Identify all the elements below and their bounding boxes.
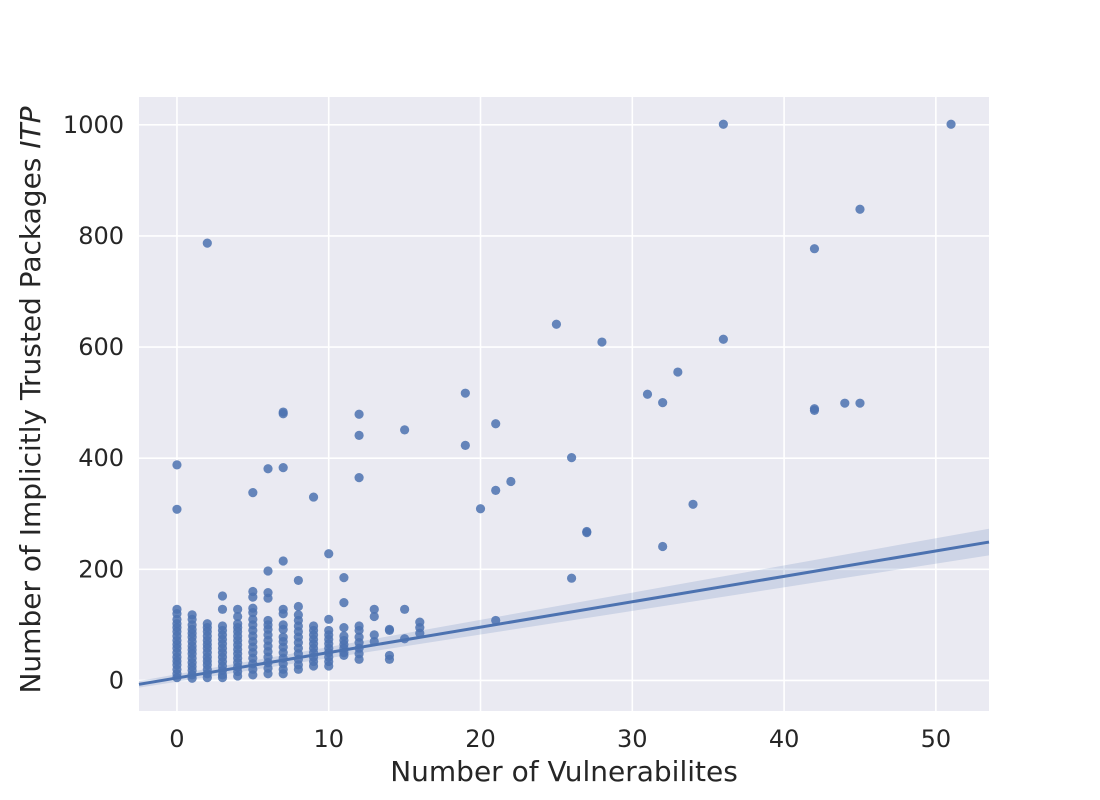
data-point	[233, 611, 243, 622]
y-axis-label-italic: ITP	[14, 106, 47, 148]
x-tick-labels: 0 10 20 30 40 50	[169, 725, 951, 753]
data-point	[217, 673, 228, 683]
data-point	[263, 669, 273, 679]
data-point	[278, 409, 288, 419]
data-point	[248, 592, 258, 602]
data-point	[248, 670, 258, 680]
data-point	[354, 625, 364, 636]
data-point	[597, 337, 607, 347]
data-point	[658, 398, 668, 408]
data-point	[566, 573, 577, 583]
data-point	[460, 440, 470, 450]
y-axis-label: Number of Implicitly Trusted Packages IT…	[14, 106, 47, 693]
data-point	[642, 389, 653, 399]
data-point	[809, 244, 820, 254]
data-point	[308, 492, 319, 502]
y-tick-label: 0	[109, 666, 124, 694]
data-point	[278, 624, 288, 634]
y-axis-label-text: Number of Implicitly Trusted Packages	[14, 149, 47, 694]
data-point	[400, 604, 410, 614]
data-point	[202, 673, 212, 683]
data-point	[293, 601, 303, 612]
y-tick-labels: 0 200 400 600 800 1000	[63, 111, 124, 695]
data-point	[278, 463, 288, 473]
regression-line-group	[138, 540, 990, 686]
regression-line	[138, 540, 990, 686]
data-point	[217, 604, 228, 614]
data-point	[354, 654, 364, 664]
x-tick-label: 30	[617, 725, 648, 753]
data-point	[840, 398, 850, 408]
data-point	[582, 528, 592, 538]
data-point	[491, 419, 501, 429]
x-tick-label: 50	[921, 725, 952, 753]
data-point	[217, 591, 228, 601]
data-point	[339, 573, 349, 583]
data-point	[233, 671, 243, 681]
data-point	[688, 499, 698, 509]
data-point	[718, 119, 728, 129]
data-point	[324, 614, 334, 624]
data-point	[491, 485, 501, 496]
data-point	[339, 650, 349, 661]
data-point	[460, 388, 470, 398]
data-point	[308, 661, 319, 671]
x-tick-label: 0	[169, 725, 184, 753]
data-point	[369, 630, 379, 640]
data-point	[475, 504, 486, 514]
data-point	[233, 604, 243, 614]
data-point	[855, 204, 865, 214]
data-point	[172, 460, 182, 470]
data-point	[384, 625, 395, 636]
data-point	[293, 664, 303, 674]
data-point	[658, 541, 668, 552]
data-point	[278, 556, 288, 566]
gridlines	[139, 97, 989, 711]
data-point	[324, 549, 334, 559]
x-axis-label: Number of Vulnerabilites	[390, 755, 738, 788]
data-point	[400, 425, 410, 435]
data-point	[673, 367, 683, 377]
data-point	[202, 238, 212, 248]
data-point	[384, 654, 395, 664]
data-point	[248, 488, 258, 498]
y-tick-label: 600	[78, 333, 124, 361]
data-point	[263, 464, 273, 474]
data-point	[354, 473, 364, 483]
data-point	[248, 608, 258, 618]
data-point	[278, 609, 288, 619]
data-point	[506, 476, 516, 487]
data-point	[324, 661, 334, 671]
x-tick-label: 10	[313, 725, 344, 753]
data-point	[369, 611, 379, 622]
y-tick-label: 800	[78, 222, 124, 250]
data-point	[172, 504, 182, 514]
data-point	[551, 319, 562, 329]
x-tick-label: 40	[769, 725, 800, 753]
data-point	[809, 405, 820, 415]
data-point	[263, 566, 273, 576]
y-tick-label: 200	[78, 555, 124, 583]
data-point	[946, 119, 956, 129]
data-point	[855, 398, 865, 408]
data-point	[491, 615, 501, 626]
y-tick-label: 1000	[63, 111, 124, 139]
data-point	[263, 593, 273, 603]
data-point	[293, 575, 303, 586]
x-tick-label: 20	[465, 725, 496, 753]
data-point	[339, 598, 349, 608]
data-point	[369, 604, 379, 614]
data-point	[566, 453, 577, 463]
data-point	[278, 669, 288, 679]
y-tick-label: 400	[78, 444, 124, 472]
data-points	[172, 119, 956, 683]
data-point	[354, 430, 364, 440]
data-point	[354, 409, 364, 419]
data-point	[339, 623, 349, 633]
data-point	[718, 334, 728, 344]
